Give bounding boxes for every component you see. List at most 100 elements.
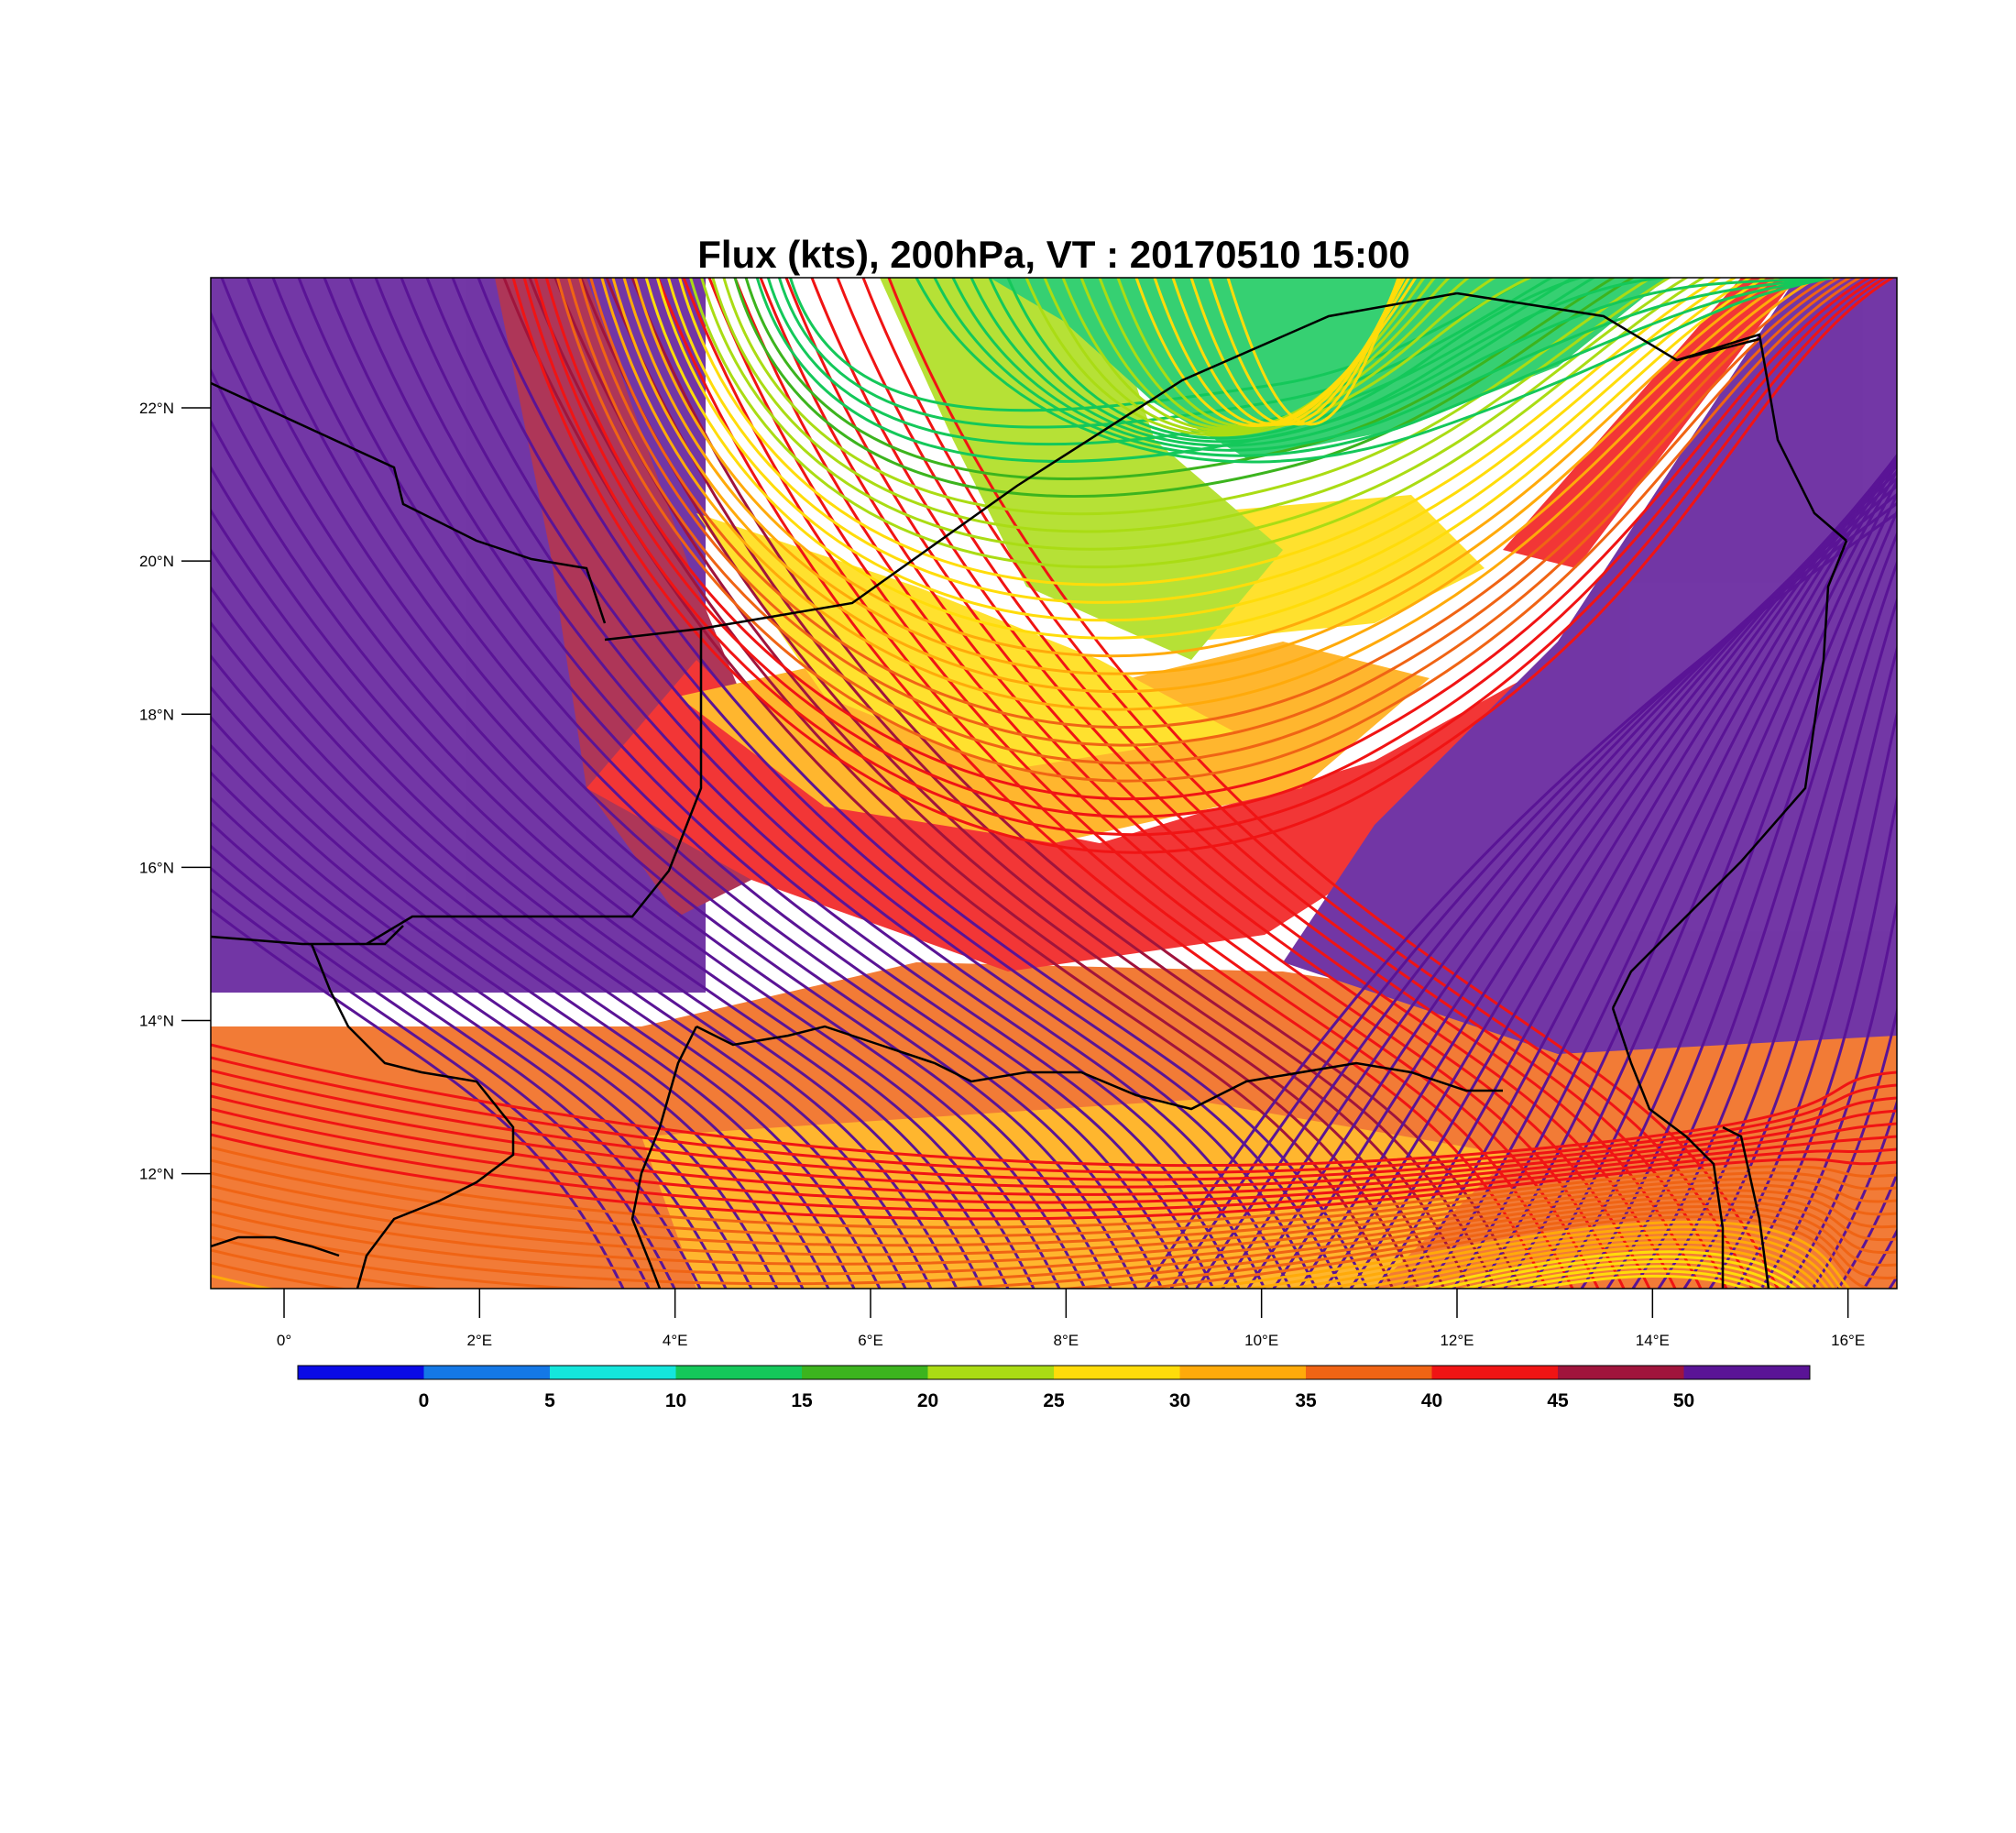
streamline [211,1204,1897,1289]
border-nigeria-cameroon [1611,1007,1725,1289]
border-ghana-togo [211,1235,340,1257]
streamline [1682,643,1897,1289]
colorbar-label: 45 [1547,1390,1569,1411]
streamline [211,310,1087,1289]
streamline [711,278,1672,533]
streamline [211,620,907,1289]
streamline [622,278,1795,675]
streamline [933,278,1834,457]
streamline [1171,278,1833,426]
lat-tick-label: 18°N [139,706,174,723]
colorbar-swatch [1306,1366,1432,1379]
streamline [644,278,1768,640]
colorbar-label: 0 [419,1390,430,1411]
streamline [633,278,1781,658]
lon-tick-label: 8°E [1054,1332,1079,1349]
lon-tick-label: 2°E [467,1332,493,1349]
streamline [733,278,1626,1289]
streamline [211,1043,1897,1167]
streamline [656,278,1549,1289]
streamline [887,278,1780,1289]
lat-tick-label: 16°N [139,859,174,876]
streamline [271,278,1164,1289]
streamline [1006,278,1833,440]
streamline [611,278,1808,694]
streamline [1992,5,2016,1289]
streamline [589,278,1832,730]
border-niger-chad [1611,540,1848,1009]
streamline [211,1225,1843,1289]
streamline [682,278,1574,1289]
streamline [1375,454,1897,1289]
wind-streamlines [211,5,2016,1289]
streamline [567,278,1853,765]
border-algeria-mali [211,381,607,624]
streamline [578,278,1842,747]
streamline [211,1094,1897,1196]
streamline [211,1210,1897,1289]
streamline [1811,1098,1897,1289]
colorbar-swatch [1683,1366,1811,1379]
streamline [211,715,830,1289]
streamline [211,465,1010,1289]
streamline [211,1107,1897,1204]
streamline [784,278,1677,1289]
streamline [915,278,1834,464]
streamline [1098,278,1833,429]
streamline [1134,278,1833,428]
streamline [1967,20,2016,1289]
streamline [1426,454,1897,1289]
streamline [211,1120,1897,1213]
streamline [211,1069,1897,1181]
streamline [1759,897,1897,1289]
streamline [246,278,1138,1289]
plot-frame [210,277,1898,1290]
streamline [400,278,1292,1289]
streamline [1785,1005,1897,1289]
streamline [759,278,1651,1289]
streamline [211,508,984,1289]
streamline [1043,278,1833,434]
streamline [722,278,1654,516]
colorbar-swatch [1179,1366,1307,1379]
colorbar-swatch [298,1366,424,1379]
colorbar-label: 20 [917,1390,938,1411]
lon-tick-label: 10°E [1244,1332,1278,1349]
colorbar-label: 40 [1421,1390,1442,1411]
shade-center-red [586,660,1558,971]
streamline [789,278,1532,412]
streamline [211,796,753,1289]
streamline [1153,278,1833,427]
streamline [220,278,1112,1289]
streamline [477,278,1369,1289]
streamline [533,278,1880,818]
streamline [600,278,1820,711]
streamline [211,1171,1897,1247]
streamline [211,367,1061,1289]
colorbar-swatch [927,1366,1055,1379]
streamline [1888,1274,1897,1289]
streamline [1208,278,1833,426]
country-borders [211,291,1848,1289]
lat-tick-label: 12°N [139,1166,174,1183]
streamline [211,1158,1897,1238]
streamline [555,278,1863,783]
colorbar-swatch [423,1366,551,1379]
streamline [211,585,933,1289]
streamline [425,278,1318,1289]
streamline [1349,456,1897,1289]
latitude-axis: 22°N 20°N 18°N 16°N 14°N 12°N [139,400,211,1183]
streamline [348,278,1241,1289]
shade-north-lime [880,278,1283,660]
lat-tick-label: 14°N [139,1013,174,1030]
streamline [211,1183,1897,1257]
streamline [211,547,959,1289]
streamline [605,278,1497,1289]
lon-tick-label: 4°E [663,1332,688,1349]
streamline [1915,51,2016,1289]
lon-tick-label: 16°E [1831,1332,1865,1349]
lon-tick-label: 12°E [1440,1332,1474,1349]
streamline [1605,531,1897,1289]
streamline [211,1081,1897,1189]
streamline [1024,278,1833,437]
